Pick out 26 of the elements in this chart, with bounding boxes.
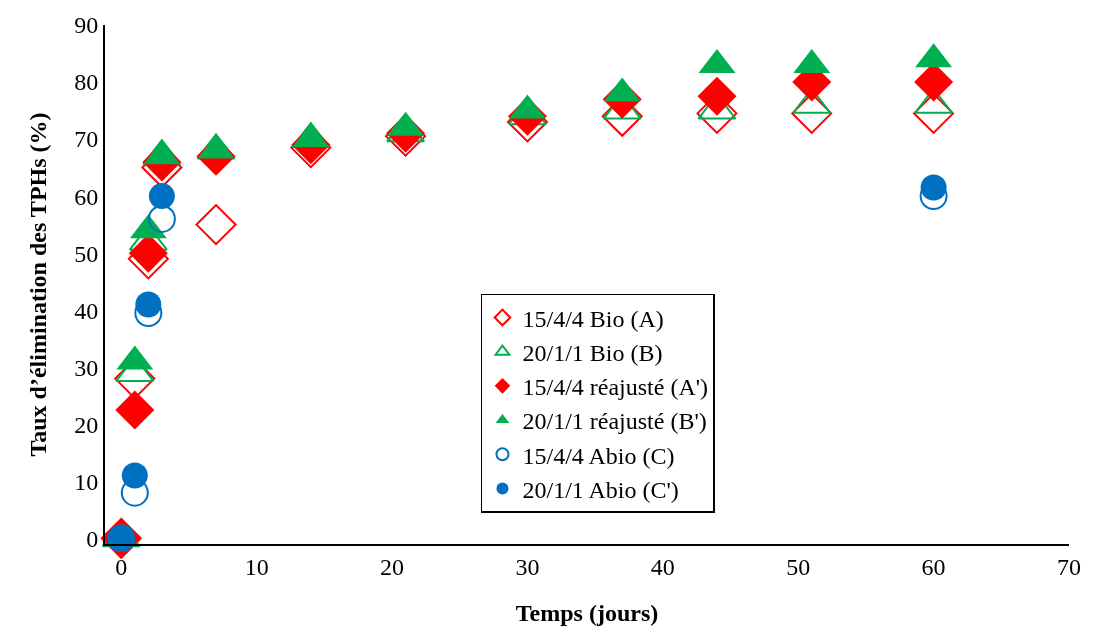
x-tick-label: 50 bbox=[786, 553, 811, 580]
x-tick-label: 20 bbox=[380, 553, 405, 580]
y-tick-label: 50 bbox=[74, 240, 99, 267]
y-tick-label: 70 bbox=[74, 126, 99, 153]
x-tick-label: 70 bbox=[1057, 553, 1081, 580]
y-tick-label: 20 bbox=[74, 411, 99, 438]
y-tick-label: 90 bbox=[74, 12, 99, 39]
y-tick-label: 60 bbox=[74, 183, 99, 210]
y-axis-title: Taux d’élimination des TPHs (%) bbox=[25, 112, 51, 457]
x-tick-label: 30 bbox=[515, 553, 540, 580]
legend-label: 20/1/1 réajusté (B') bbox=[522, 408, 707, 435]
y-tick-label: 40 bbox=[74, 297, 99, 324]
x-axis-title: Temps (jours) bbox=[515, 600, 659, 626]
y-tick-label: 80 bbox=[74, 69, 99, 96]
legend-label: 20/1/1 Bio (B) bbox=[522, 340, 663, 367]
legend-label: 20/1/1 Abio (C') bbox=[522, 476, 679, 503]
x-tick-label: 60 bbox=[921, 553, 946, 580]
x-tick-label: 10 bbox=[244, 553, 269, 580]
legend-label: 15/4/4 Abio (C) bbox=[522, 442, 675, 469]
legend-label: 15/4/4 Bio (A) bbox=[522, 305, 664, 332]
legend-label: 15/4/4 réajusté (A') bbox=[522, 374, 709, 401]
y-tick-label: 30 bbox=[74, 354, 99, 381]
x-tick-label: 0 bbox=[115, 553, 128, 580]
y-tick-label: 10 bbox=[74, 468, 99, 495]
y-tick-label: 0 bbox=[86, 525, 99, 552]
x-tick-label: 40 bbox=[650, 553, 675, 580]
